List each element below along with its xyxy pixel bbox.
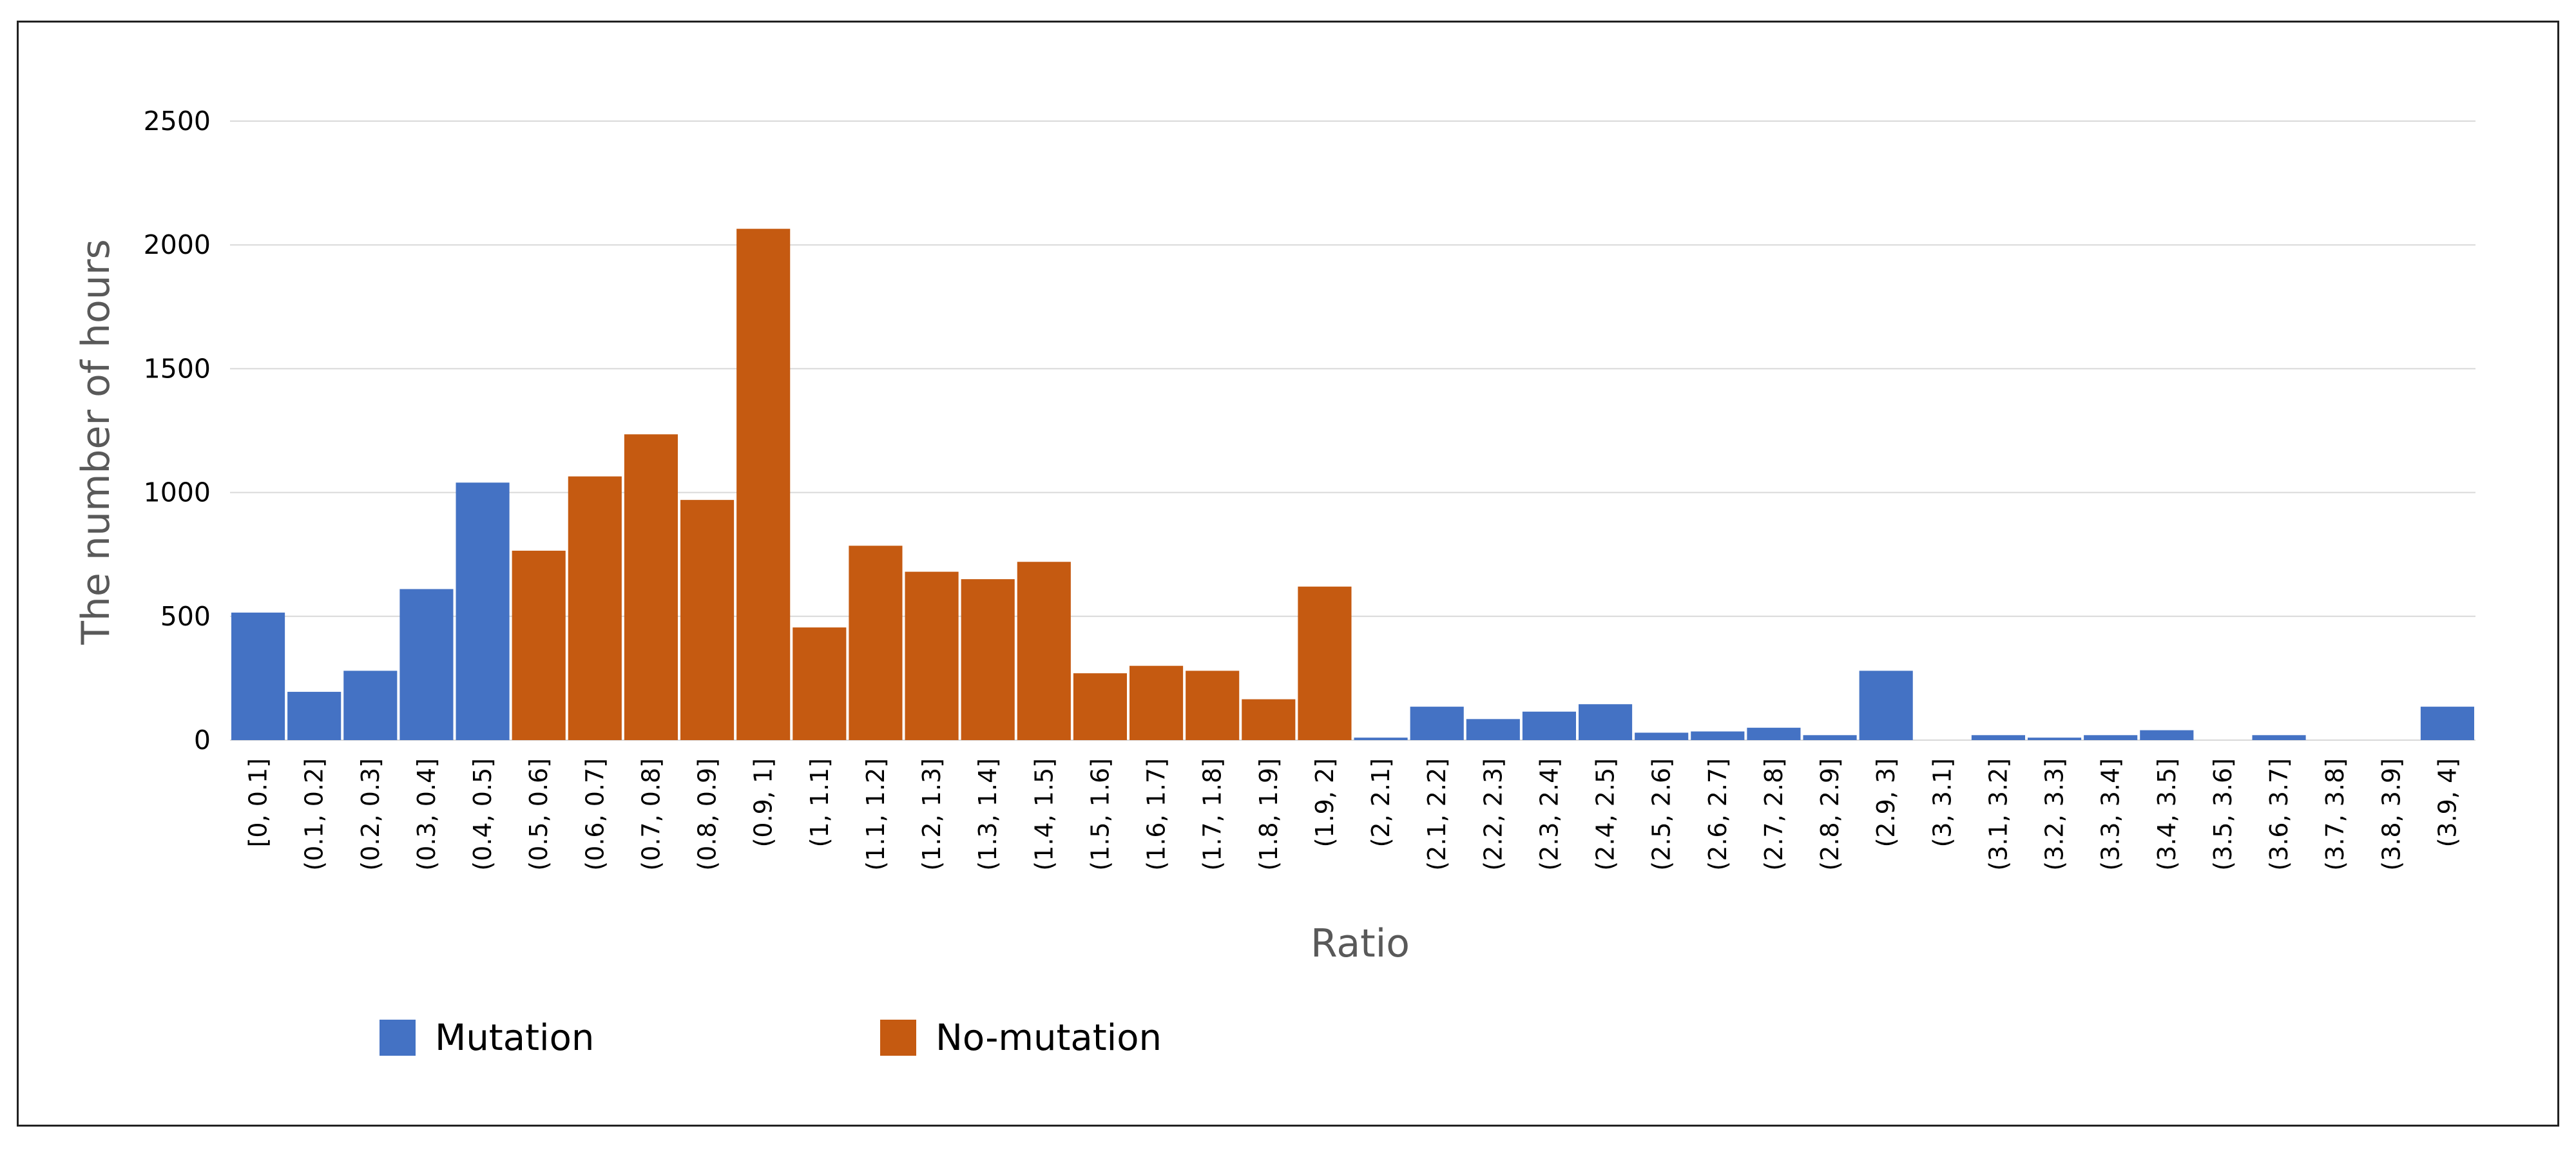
bar (961, 579, 1015, 740)
bar (343, 671, 398, 740)
legend: Mutation No-mutation (380, 1017, 1162, 1059)
bar (1803, 735, 1857, 740)
x-tick-label: (1.4, 1.5] (1030, 758, 1058, 871)
x-tick-label: (2.6, 2.7] (1704, 758, 1732, 871)
x-tick-label: (0.2, 0.3] (356, 758, 385, 871)
x-tick-label: (1.5, 1.6] (1086, 758, 1114, 871)
chart: 0 500 1000 1500 2000 2500 [0, 0.1] (0.1, 0.2] (… (73, 106, 2475, 1059)
x-tick-label: (3.8, 3.9] (2377, 758, 2405, 871)
bars (231, 229, 2474, 740)
bar (624, 434, 678, 740)
bar (287, 692, 341, 740)
x-tick-label: (2.5, 2.6] (1648, 758, 1676, 871)
bar (1859, 671, 1913, 740)
x-tick-label: (3, 3.1] (1928, 758, 1956, 847)
bar (1466, 719, 1520, 740)
y-tick-label: 2000 (144, 229, 211, 260)
bar (680, 500, 735, 740)
x-tick-label: (0.3, 0.4] (412, 758, 441, 871)
x-tick-label: (1, 1.1] (805, 758, 834, 847)
x-tick-label: (2.9, 3] (1872, 758, 1900, 847)
y-tick-labels: 0 500 1000 1500 2000 2500 (144, 106, 211, 756)
legend-label-no-mutation: No-mutation (936, 1017, 1162, 1059)
bar (849, 546, 903, 740)
x-tick-label: (2.7, 2.8] (1760, 758, 1788, 871)
y-tick-label: 2500 (144, 106, 211, 137)
bar (1298, 586, 1352, 740)
bar (2252, 735, 2306, 740)
x-tick-label: (2.4, 2.5] (1591, 758, 1620, 871)
bar (905, 571, 959, 740)
bar (1129, 665, 1184, 740)
gridlines (230, 120, 2475, 741)
bar (399, 589, 454, 740)
bar (736, 229, 791, 740)
x-tick-label: (1.7, 1.8] (1198, 758, 1227, 871)
x-tick-label: (2.3, 2.4] (1535, 758, 1563, 871)
bar (1635, 732, 1689, 740)
x-tick-label: (3.2, 3.3] (2041, 758, 2069, 871)
bar (2140, 730, 2194, 740)
x-tick-label: (0.4, 0.5] (468, 758, 497, 871)
x-tick-label: (1.9, 2] (1311, 758, 1339, 847)
y-tick-label: 1500 (144, 353, 211, 384)
x-tick-label: (1.6, 1.7] (1142, 758, 1171, 871)
bar (1354, 738, 1408, 740)
x-tick-label: (3.4, 3.5] (2153, 758, 2181, 871)
x-tick-label: (0.1, 0.2] (300, 758, 329, 871)
x-tick-label: (0.9, 1] (749, 758, 778, 847)
x-tick-label: (2.8, 2.9] (1816, 758, 1844, 871)
y-axis-title: The number of hours (73, 239, 119, 645)
x-tick-label: (1.8, 1.9] (1254, 758, 1283, 871)
legend-swatch-no-mutation (880, 1020, 916, 1056)
y-tick-label: 0 (194, 725, 211, 756)
bar (1073, 673, 1127, 740)
y-tick-label: 1000 (144, 477, 211, 508)
legend-label-mutation: Mutation (435, 1017, 594, 1059)
bar (1971, 735, 2025, 740)
bar (1242, 699, 1296, 740)
x-tick-label: (3.7, 3.8] (2321, 758, 2349, 871)
x-tick-label: (0.7, 0.8] (637, 758, 665, 871)
x-tick-label: (2, 2.1] (1367, 758, 1395, 847)
bar (2084, 735, 2138, 740)
x-tick-label: (0.5, 0.6] (524, 758, 553, 871)
x-tick-label: (0.8, 0.9] (693, 758, 722, 871)
x-tick-label: [0, 0.1] (244, 758, 273, 847)
x-tick-label: (3.1, 3.2] (1984, 758, 2012, 871)
bar (2420, 707, 2474, 740)
x-tick-label: (1.2, 1.3] (918, 758, 946, 871)
x-tick-label: (0.6, 0.7] (581, 758, 609, 871)
bar (1017, 562, 1071, 740)
bar (512, 550, 566, 740)
chart-frame: 0 500 1000 1500 2000 2500 [0, 0.1] (0.1, 0.2] (… (17, 21, 2559, 1127)
bar (2028, 738, 2082, 740)
x-tick-label: (1.1, 1.2] (861, 758, 890, 871)
x-tick-label: (2.2, 2.3] (1479, 758, 1507, 871)
x-tick-labels: [0, 0.1] (0.1, 0.2] (0.2, 0.3] (0.3, 0.4] (0… (244, 758, 2462, 871)
x-tick-label: (3.9, 4] (2433, 758, 2461, 847)
x-tick-label: (1.3, 1.4] (974, 758, 1002, 871)
x-tick-label: (3.3, 3.4] (2097, 758, 2125, 871)
bar (568, 476, 622, 740)
y-tick-label: 500 (160, 601, 211, 632)
bar (1579, 704, 1633, 740)
x-axis-title: Ratio (1311, 921, 1410, 966)
bar (231, 613, 285, 740)
bar (1186, 671, 1240, 740)
x-tick-label: (3.5, 3.6] (2209, 758, 2237, 871)
bar (1691, 731, 1745, 740)
x-tick-label: (2.1, 2.2] (1423, 758, 1451, 871)
bar (1747, 727, 1801, 740)
x-tick-label: (3.6, 3.7] (2265, 758, 2293, 871)
bar (1522, 711, 1576, 740)
legend-swatch-mutation (380, 1020, 416, 1056)
bar (1410, 707, 1464, 740)
bar (456, 482, 510, 740)
bar (793, 627, 847, 740)
